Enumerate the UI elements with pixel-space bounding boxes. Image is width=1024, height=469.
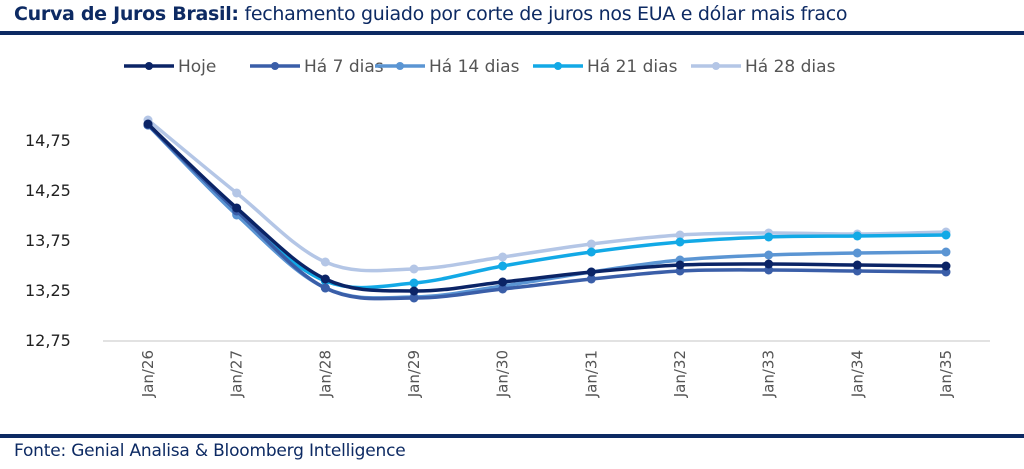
x-tick-label: Jan/34	[848, 350, 866, 398]
data-point	[498, 277, 508, 287]
legend-item: Hoje	[124, 57, 216, 77]
y-tick-label: 13,25	[25, 281, 71, 300]
chart-title: Curva de Juros Brasil: fechamento guiado…	[14, 3, 847, 25]
data-point	[675, 230, 685, 240]
legend-label: Há 21 dias	[587, 57, 678, 77]
data-point	[941, 247, 951, 257]
data-point	[320, 257, 330, 267]
legend-marker-icon	[554, 62, 562, 70]
series-group	[143, 115, 951, 303]
series-ha-21-dias	[143, 120, 951, 290]
data-point	[232, 203, 242, 213]
x-tick-label: Jan/26	[139, 350, 157, 398]
data-point	[852, 248, 862, 258]
data-point	[409, 286, 419, 296]
data-point	[586, 239, 596, 249]
data-point	[498, 252, 508, 262]
data-point	[498, 261, 508, 271]
data-point	[941, 230, 951, 240]
data-point	[586, 267, 596, 277]
data-point	[764, 250, 774, 260]
data-point	[852, 260, 862, 270]
data-point	[409, 264, 419, 274]
series-line-ha-14-dias	[146, 123, 948, 300]
top-rule	[0, 31, 1024, 35]
x-tick-label: Jan/28	[316, 350, 334, 398]
series-ha-28-dias	[143, 115, 951, 274]
legend-label: Há 28 dias	[745, 57, 836, 77]
legend-item: Há 7 dias	[250, 57, 384, 77]
series-hoje	[143, 119, 951, 296]
chart-title-rest: fechamento guiado por corte de juros nos…	[238, 3, 848, 25]
data-point	[675, 260, 685, 270]
x-tick-label: Jan/35	[937, 350, 955, 398]
x-tick-label: Jan/33	[760, 350, 778, 398]
legend-item: Há 28 dias	[691, 57, 836, 77]
series-line-ha-28-dias	[146, 118, 948, 273]
data-point	[586, 247, 596, 257]
source-note: Fonte: Genial Analisa & Bloomberg Intell…	[14, 441, 406, 461]
y-tick-label: 12,75	[25, 331, 71, 350]
y-tick-label: 13,75	[25, 231, 71, 250]
data-point	[498, 284, 508, 294]
y-tick-label: 14,25	[25, 181, 71, 200]
x-tick-label: Jan/29	[405, 350, 423, 398]
legend-label: Há 7 dias	[304, 57, 384, 77]
legend-marker-icon	[712, 62, 720, 70]
x-tick-label: Jan/27	[228, 350, 246, 398]
chart-title-bold: Curva de Juros Brasil:	[14, 3, 239, 25]
y-axis: 12,75 13,25 13,75 14,25 14,75	[25, 131, 71, 350]
data-point	[320, 283, 330, 293]
legend-item: Há 14 dias	[375, 57, 520, 77]
legend-label: Há 14 dias	[429, 57, 520, 77]
y-tick-label: 14,75	[25, 131, 71, 150]
x-axis: Jan/26 Jan/27 Jan/28 Jan/29 Jan/30 Jan/31 Jan/…	[139, 350, 955, 398]
data-point	[409, 278, 419, 288]
legend: Hoje Há 7 dias Há 14 dias Há 21 dias Há 28 d…	[124, 57, 836, 77]
data-point	[852, 231, 862, 241]
data-point	[764, 259, 774, 269]
data-point	[941, 261, 951, 271]
x-tick-label: Jan/32	[671, 350, 689, 398]
data-point	[232, 188, 242, 198]
x-tick-label: Jan/31	[582, 350, 600, 398]
data-point	[143, 119, 153, 129]
series-ha-14-dias	[143, 120, 951, 302]
data-point	[409, 293, 419, 303]
legend-item: Há 21 dias	[533, 57, 678, 77]
x-tick-label: Jan/30	[494, 350, 512, 398]
data-point	[320, 274, 330, 284]
legend-marker-icon	[396, 62, 404, 70]
series-line-hoje	[146, 122, 948, 293]
data-point	[586, 274, 596, 284]
bottom-rule	[0, 434, 1024, 438]
data-point	[675, 237, 685, 247]
data-point	[764, 232, 774, 242]
legend-marker-icon	[271, 62, 279, 70]
legend-label: Hoje	[178, 57, 216, 77]
legend-marker-icon	[145, 62, 153, 70]
series-line-ha-7-dias	[146, 123, 948, 301]
